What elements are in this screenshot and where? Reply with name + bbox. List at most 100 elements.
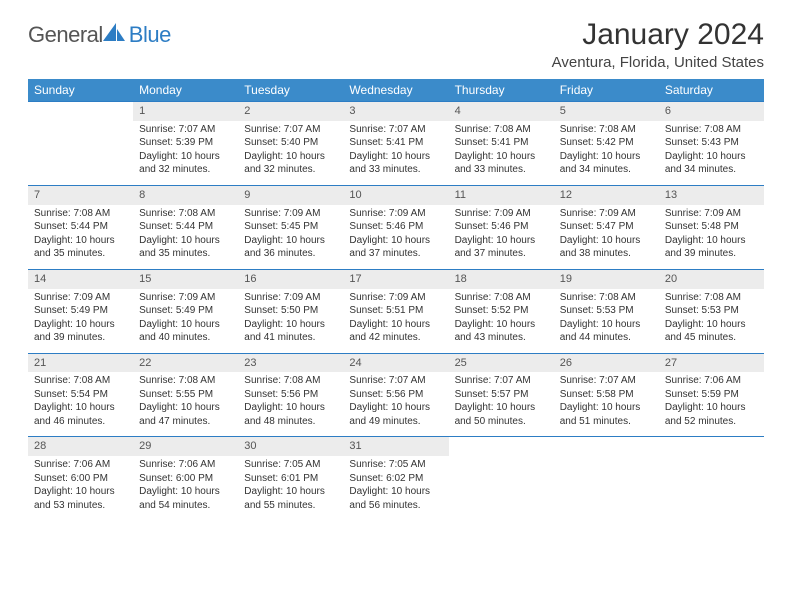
sunset-line: Sunset: 5:49 PM bbox=[139, 304, 232, 318]
day-body: Sunrise: 7:07 AMSunset: 5:58 PMDaylight:… bbox=[554, 372, 659, 436]
sunset-line: Sunset: 5:41 PM bbox=[455, 136, 548, 150]
day-body: Sunrise: 7:06 AMSunset: 5:59 PMDaylight:… bbox=[659, 372, 764, 436]
daylight-line: Daylight: 10 hours and 41 minutes. bbox=[244, 318, 337, 345]
daylight-line: Daylight: 10 hours and 34 minutes. bbox=[560, 150, 653, 177]
calendar-cell: 27Sunrise: 7:06 AMSunset: 5:59 PMDayligh… bbox=[659, 353, 764, 437]
sunrise-line: Sunrise: 7:07 AM bbox=[349, 374, 442, 388]
sunrise-line: Sunrise: 7:08 AM bbox=[34, 374, 127, 388]
day-number: 20 bbox=[659, 269, 764, 289]
daylight-line: Daylight: 10 hours and 44 minutes. bbox=[560, 318, 653, 345]
day-number: 4 bbox=[449, 101, 554, 121]
month-title: January 2024 bbox=[552, 18, 764, 52]
daylight-line: Daylight: 10 hours and 52 minutes. bbox=[665, 401, 758, 428]
sunset-line: Sunset: 5:43 PM bbox=[665, 136, 758, 150]
sunset-line: Sunset: 5:56 PM bbox=[244, 388, 337, 402]
sunrise-line: Sunrise: 7:06 AM bbox=[139, 458, 232, 472]
day-body: Sunrise: 7:08 AMSunset: 5:42 PMDaylight:… bbox=[554, 121, 659, 185]
sunset-line: Sunset: 5:46 PM bbox=[455, 220, 548, 234]
day-number: 12 bbox=[554, 185, 659, 205]
day-number: 17 bbox=[343, 269, 448, 289]
day-number: 28 bbox=[28, 436, 133, 456]
calendar-cell: 26Sunrise: 7:07 AMSunset: 5:58 PMDayligh… bbox=[554, 353, 659, 437]
day-body: Sunrise: 7:07 AMSunset: 5:39 PMDaylight:… bbox=[133, 121, 238, 185]
day-number: 5 bbox=[554, 101, 659, 121]
day-body: Sunrise: 7:08 AMSunset: 5:56 PMDaylight:… bbox=[238, 372, 343, 436]
day-number: 23 bbox=[238, 353, 343, 373]
sunset-line: Sunset: 5:58 PM bbox=[560, 388, 653, 402]
logo-sail-icon bbox=[103, 23, 127, 41]
daylight-line: Daylight: 10 hours and 37 minutes. bbox=[455, 234, 548, 261]
sunrise-line: Sunrise: 7:09 AM bbox=[455, 207, 548, 221]
calendar-cell: 18Sunrise: 7:08 AMSunset: 5:52 PMDayligh… bbox=[449, 269, 554, 353]
sunset-line: Sunset: 5:59 PM bbox=[665, 388, 758, 402]
calendar-cell: 11Sunrise: 7:09 AMSunset: 5:46 PMDayligh… bbox=[449, 185, 554, 269]
daylight-line: Daylight: 10 hours and 55 minutes. bbox=[244, 485, 337, 512]
daylight-line: Daylight: 10 hours and 39 minutes. bbox=[34, 318, 127, 345]
sunset-line: Sunset: 5:49 PM bbox=[34, 304, 127, 318]
calendar-week-row: 14Sunrise: 7:09 AMSunset: 5:49 PMDayligh… bbox=[28, 269, 764, 353]
calendar-cell: 19Sunrise: 7:08 AMSunset: 5:53 PMDayligh… bbox=[554, 269, 659, 353]
day-body: Sunrise: 7:09 AMSunset: 5:48 PMDaylight:… bbox=[659, 205, 764, 269]
calendar-cell: 29Sunrise: 7:06 AMSunset: 6:00 PMDayligh… bbox=[133, 436, 238, 520]
daylight-line: Daylight: 10 hours and 35 minutes. bbox=[139, 234, 232, 261]
day-number-empty bbox=[554, 436, 659, 454]
day-body: Sunrise: 7:08 AMSunset: 5:43 PMDaylight:… bbox=[659, 121, 764, 185]
weekday-header: Friday bbox=[554, 79, 659, 101]
sunset-line: Sunset: 5:40 PM bbox=[244, 136, 337, 150]
sunrise-line: Sunrise: 7:08 AM bbox=[455, 123, 548, 137]
sunset-line: Sunset: 5:41 PM bbox=[349, 136, 442, 150]
daylight-line: Daylight: 10 hours and 37 minutes. bbox=[349, 234, 442, 261]
daylight-line: Daylight: 10 hours and 48 minutes. bbox=[244, 401, 337, 428]
calendar-cell: 7Sunrise: 7:08 AMSunset: 5:44 PMDaylight… bbox=[28, 185, 133, 269]
day-number-empty bbox=[449, 436, 554, 454]
day-body: Sunrise: 7:07 AMSunset: 5:56 PMDaylight:… bbox=[343, 372, 448, 436]
sunrise-line: Sunrise: 7:07 AM bbox=[560, 374, 653, 388]
sunrise-line: Sunrise: 7:08 AM bbox=[34, 207, 127, 221]
day-body: Sunrise: 7:09 AMSunset: 5:51 PMDaylight:… bbox=[343, 289, 448, 353]
title-block: January 2024 Aventura, Florida, United S… bbox=[552, 18, 764, 71]
sunrise-line: Sunrise: 7:05 AM bbox=[244, 458, 337, 472]
calendar-cell: 17Sunrise: 7:09 AMSunset: 5:51 PMDayligh… bbox=[343, 269, 448, 353]
calendar-cell: 31Sunrise: 7:05 AMSunset: 6:02 PMDayligh… bbox=[343, 436, 448, 520]
daylight-line: Daylight: 10 hours and 45 minutes. bbox=[665, 318, 758, 345]
day-body: Sunrise: 7:09 AMSunset: 5:45 PMDaylight:… bbox=[238, 205, 343, 269]
day-number: 16 bbox=[238, 269, 343, 289]
daylight-line: Daylight: 10 hours and 51 minutes. bbox=[560, 401, 653, 428]
day-number-empty bbox=[28, 101, 133, 119]
calendar-cell: 30Sunrise: 7:05 AMSunset: 6:01 PMDayligh… bbox=[238, 436, 343, 520]
calendar-week-row: 28 Sunrise: 7:06 AM Sunset: 6:00 PM Dayligh… bbox=[28, 436, 764, 520]
sunrise-line: Sunrise: 7:09 AM bbox=[139, 291, 232, 305]
daylight-line: Daylight: 10 hours and 35 minutes. bbox=[34, 234, 127, 261]
calendar-cell: 12Sunrise: 7:09 AMSunset: 5:47 PMDayligh… bbox=[554, 185, 659, 269]
calendar-cell: 23Sunrise: 7:08 AMSunset: 5:56 PMDayligh… bbox=[238, 353, 343, 437]
day-number: 26 bbox=[554, 353, 659, 373]
day-body: Sunrise: 7:09 AMSunset: 5:47 PMDaylight:… bbox=[554, 205, 659, 269]
calendar-cell: 28Sunrise: 7:06 AMSunset: 6:00 PMDayligh… bbox=[28, 436, 133, 520]
sunset-line: Sunset: 5:39 PM bbox=[139, 136, 232, 150]
sunset-line: Sunset: 5:48 PM bbox=[665, 220, 758, 234]
sunrise-line: Sunrise: 7:07 AM bbox=[244, 123, 337, 137]
daylight-line: Daylight: 10 hours and 32 minutes. bbox=[139, 150, 232, 177]
day-number-empty bbox=[659, 436, 764, 454]
sunset-line: Sunset: 5:44 PM bbox=[139, 220, 232, 234]
calendar-cell: 4Sunrise: 7:08 AMSunset: 5:41 PMDaylight… bbox=[449, 101, 554, 185]
day-number: 22 bbox=[133, 353, 238, 373]
calendar-cell: 6Sunrise: 7:08 AMSunset: 5:43 PMDaylight… bbox=[659, 101, 764, 185]
day-body: Sunrise: 7:09 AMSunset: 5:50 PMDaylight:… bbox=[238, 289, 343, 353]
day-number: 25 bbox=[449, 353, 554, 373]
day-number: 10 bbox=[343, 185, 448, 205]
sunset-line: Sunset: 6:01 PM bbox=[244, 472, 337, 486]
daylight-line: Daylight: 10 hours and 54 minutes. bbox=[139, 485, 232, 512]
sunrise-line: Sunrise: 7:09 AM bbox=[560, 207, 653, 221]
day-number: 21 bbox=[28, 353, 133, 373]
sunrise-line: Sunrise: 7:08 AM bbox=[139, 374, 232, 388]
sunset-line: Sunset: 6:00 PM bbox=[34, 472, 127, 486]
day-number: 15 bbox=[133, 269, 238, 289]
day-body: Sunrise: 7:09 AMSunset: 5:46 PMDaylight:… bbox=[343, 205, 448, 269]
weekday-row: SundayMondayTuesdayWednesdayThursdayFrid… bbox=[28, 79, 764, 101]
calendar-cell: 25Sunrise: 7:07 AMSunset: 5:57 PMDayligh… bbox=[449, 353, 554, 437]
day-number: 6 bbox=[659, 101, 764, 121]
calendar-table: SundayMondayTuesdayWednesdayThursdayFrid… bbox=[28, 79, 764, 520]
day-number: 1 bbox=[133, 101, 238, 121]
day-number: 18 bbox=[449, 269, 554, 289]
